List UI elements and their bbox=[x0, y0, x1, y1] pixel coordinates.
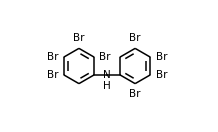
Text: Br: Br bbox=[156, 52, 167, 62]
Text: Br: Br bbox=[47, 52, 58, 62]
Text: Br: Br bbox=[47, 70, 58, 80]
Text: Br: Br bbox=[129, 33, 141, 43]
Text: Br: Br bbox=[73, 33, 85, 43]
Text: Br: Br bbox=[99, 52, 111, 62]
Text: Br: Br bbox=[129, 89, 141, 99]
Text: H: H bbox=[103, 81, 111, 91]
Text: Br: Br bbox=[156, 70, 167, 80]
Text: N: N bbox=[103, 70, 111, 80]
